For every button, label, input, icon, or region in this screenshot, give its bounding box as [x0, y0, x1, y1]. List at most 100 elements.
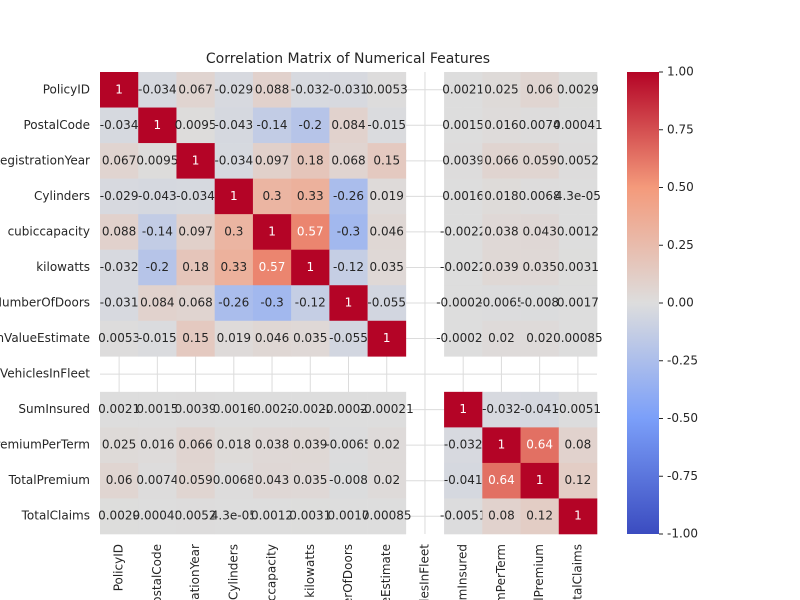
cell-label: 0.019: [217, 331, 251, 345]
cell-label: 0.068: [331, 153, 365, 167]
heatmap-cell: [482, 320, 521, 357]
heatmap-cell: [138, 178, 177, 215]
heatmap-cell: [329, 143, 368, 179]
cell-label: -0.034: [100, 118, 139, 132]
heatmap-cell: [252, 72, 292, 108]
heatmap-cell: [138, 107, 177, 144]
heatmap-cell: [252, 320, 292, 357]
cell-label: -0.029: [100, 189, 139, 203]
y-tick-label: PostalCode: [23, 118, 90, 132]
cell-label: 0.043: [255, 473, 289, 487]
heatmap-cell: [100, 320, 139, 357]
cell-label: 0.016: [484, 118, 518, 132]
cell-label: 0.33: [220, 260, 247, 274]
cell-label: -0.041: [520, 402, 559, 416]
heatmap-cell: [252, 214, 292, 250]
heatmap-cell: [100, 178, 139, 215]
heatmap-cell: [176, 178, 215, 215]
heatmap-cell: [100, 249, 139, 286]
heatmap-cell: [138, 285, 177, 322]
cell-label: 0.57: [259, 260, 286, 274]
cell-label: -0.12: [295, 296, 326, 310]
y-tick-label: NumberOfDoors: [0, 296, 90, 310]
cell-label: 0.0017: [557, 296, 599, 310]
cell-label: -0.00021: [436, 331, 490, 345]
heatmap-cell: [138, 462, 177, 499]
heatmap-cell: [214, 320, 254, 357]
cell-label: 0.067: [102, 153, 136, 167]
cell-label: 0.3: [224, 224, 243, 238]
cell-label: 0.02: [488, 331, 515, 345]
heatmap-cell: [558, 427, 598, 464]
heatmap-cell: [367, 178, 407, 215]
cell-label: 0.059: [522, 153, 556, 167]
cell-label: 0.0021: [442, 82, 484, 96]
heatmap-cell: [367, 72, 407, 108]
cell-label: 0.039: [293, 438, 327, 452]
cell-label: 0.0052: [175, 509, 217, 523]
cell-label: 0.0068: [213, 473, 255, 487]
colorbar-tick-label: -1.00: [667, 527, 698, 541]
cell-label: 0.06: [106, 473, 133, 487]
cell-label: 1: [383, 331, 391, 345]
cell-label: -0.055: [329, 331, 368, 345]
heatmap-cell: [367, 498, 407, 535]
x-tick-label: SumInsured: [456, 544, 470, 600]
cell-label: 0.0095: [175, 118, 217, 132]
x-tick-label: cubiccapacity: [265, 544, 279, 600]
cell-label: -0.032: [444, 438, 483, 452]
heatmap-cell: [252, 178, 292, 215]
cell-label: 0.025: [484, 82, 518, 96]
heatmap-cell: [367, 143, 407, 179]
cell-label: 4.3e-05: [211, 509, 257, 523]
cell-label: 0.0074: [136, 473, 178, 487]
cell-label: 0.0052: [557, 153, 599, 167]
heatmap-cell: [291, 178, 330, 215]
cell-label: 0.066: [178, 438, 212, 452]
heatmap-cell: [329, 72, 368, 108]
cell-label: 0.0031: [289, 509, 331, 523]
cell-label: 1: [498, 438, 506, 452]
heatmap-cell: [482, 285, 521, 322]
heatmap-cell: [329, 214, 368, 250]
heatmap-cell: [329, 285, 368, 322]
cell-label: -0.008: [520, 296, 559, 310]
cell-label: -0.00026: [322, 402, 376, 416]
cell-label: 0.097: [255, 153, 289, 167]
heatmap-cell: [329, 107, 368, 144]
cell-label: -0.0022: [440, 260, 486, 274]
heatmap-cell: [520, 143, 560, 179]
heatmap-cell: [291, 214, 330, 250]
heatmap-cell: [558, 214, 598, 250]
heatmap-cell: [176, 107, 215, 144]
cell-label: 0.3: [262, 189, 281, 203]
heatmap-cell: [444, 214, 483, 250]
heatmap-cell: [176, 391, 215, 428]
heatmap-cell: [444, 391, 483, 428]
heatmap-cell: [252, 143, 292, 179]
colorbar-tick-label: -0.25: [667, 353, 698, 367]
heatmap-cell: [214, 214, 254, 250]
cell-label: -0.2: [146, 260, 169, 274]
heatmap-cell: [214, 462, 254, 499]
y-tick-label: SumInsured: [18, 402, 90, 416]
cell-label: 0.035: [293, 331, 327, 345]
heatmap-cell: [100, 427, 139, 464]
cell-label: -0.008: [329, 473, 368, 487]
cell-label: -0.015: [138, 331, 177, 345]
heatmap-cell: [252, 249, 292, 286]
cell-label: 0.088: [102, 224, 136, 238]
heatmap-cell: [291, 72, 330, 108]
heatmap-cell: [176, 143, 215, 179]
heatmap-cell: [444, 107, 483, 144]
heatmap-cell: [367, 320, 407, 357]
cell-label: -0.031: [100, 296, 139, 310]
x-tick-label: kilowatts: [303, 544, 317, 598]
heatmap-cell: [100, 214, 139, 250]
cell-label: 0.0031: [557, 260, 599, 274]
cell-label: -0.0051: [555, 402, 601, 416]
heatmap-cell: [252, 391, 292, 428]
cell-label: 0.12: [526, 509, 553, 523]
cell-label: 1: [574, 509, 582, 523]
x-tick-label: TotalPremium: [532, 544, 546, 600]
